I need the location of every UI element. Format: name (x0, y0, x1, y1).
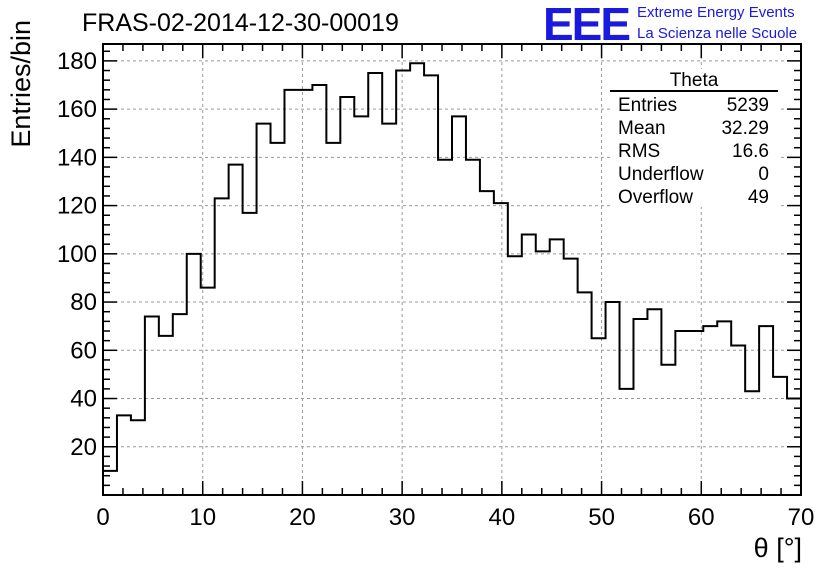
histogram-bin (620, 389, 634, 495)
eee-logo: EEE Extreme Energy Events La Scienza nel… (543, 0, 833, 50)
histogram-bin (382, 124, 396, 495)
histogram-bin (229, 165, 243, 495)
x-tick-label: 30 (389, 504, 416, 531)
histogram-bin (536, 251, 550, 495)
stats-row: Mean 32.29 (610, 117, 778, 140)
histogram-bin (298, 90, 312, 495)
histogram-bin (647, 309, 661, 495)
stats-value: 32.29 (721, 118, 769, 139)
histogram-bin (564, 259, 578, 495)
y-tick-label: 60 (70, 337, 97, 364)
y-tick-label: 80 (70, 289, 97, 316)
histogram-bin (326, 143, 340, 495)
histogram-bin (592, 338, 606, 495)
histogram-bin (340, 97, 354, 495)
histogram-bin (452, 116, 466, 495)
plot-frame (102, 43, 802, 496)
x-axis-label: θ [°] (753, 533, 802, 563)
y-tick-label: 160 (57, 96, 97, 123)
stats-row: Underflow 0 (610, 163, 778, 186)
histogram-bin (368, 73, 382, 495)
histogram-bin (410, 63, 424, 495)
stats-box-bg (610, 69, 778, 207)
histogram-bin (661, 365, 675, 495)
stats-value: 0 (758, 164, 769, 185)
logo-line-2: La Scienza nelle Scuole (637, 25, 798, 42)
histogram-bin (745, 391, 759, 495)
histogram-bin (689, 331, 703, 495)
histogram-bin (159, 336, 173, 495)
y-axis-label-wrap: Entries/bin (4, 20, 44, 180)
y-tick-label: 20 (70, 434, 97, 461)
stats-label: Entries (618, 95, 678, 116)
histogram-bin (703, 326, 717, 495)
histogram-bin (215, 198, 229, 495)
histogram-line (103, 62, 801, 472)
stats-label: RMS (618, 141, 661, 162)
histogram-bin (494, 203, 508, 495)
x-tick-label: 40 (489, 504, 516, 531)
stats-value: 49 (747, 187, 769, 208)
x-tick-label: 60 (688, 504, 715, 531)
y-tick-label: 100 (57, 241, 97, 268)
chart-title: FRAS-02-2014-12-30-00019 (82, 9, 399, 37)
stats-label: Underflow (618, 164, 704, 185)
stats-row: Overflow 49 (610, 186, 778, 209)
histogram-bin (396, 71, 410, 495)
y-tick-label: 180 (57, 48, 97, 75)
histogram-bin (717, 321, 731, 495)
histogram-bin (550, 239, 564, 495)
histogram-bin (257, 124, 271, 495)
histogram-bin (312, 85, 326, 495)
x-tick-label: 10 (189, 504, 216, 531)
stats-box: Theta Entries 5239 Mean 32.29 RMS 16.6 U… (610, 71, 778, 209)
histogram-bin (759, 326, 773, 495)
histogram-bin (271, 143, 285, 495)
histogram-bin (522, 235, 536, 495)
stats-label: Overflow (618, 187, 693, 208)
histogram-bin (606, 302, 620, 495)
x-tick-label: 70 (788, 504, 815, 531)
stats-row: RMS 16.6 (610, 140, 778, 163)
histogram-bin (438, 160, 452, 495)
histogram-bin (145, 317, 159, 495)
histogram-bin (187, 254, 201, 495)
y-tick-label: 140 (57, 144, 97, 171)
x-tick-label: 20 (289, 504, 316, 531)
histogram-bin (675, 331, 689, 495)
stats-row: Entries 5239 (610, 94, 778, 117)
histogram-bin (103, 471, 117, 495)
histogram-bin (773, 377, 787, 495)
y-tick-label: 120 (57, 193, 97, 220)
logo-mark: EEE (543, 0, 631, 50)
stats-title: Theta (669, 70, 719, 91)
histogram-bin (284, 90, 298, 495)
stats-divider (610, 90, 778, 92)
stats-value: 16.6 (732, 141, 769, 162)
histogram-bin (243, 213, 257, 495)
y-tick-label: 40 (70, 386, 97, 413)
histogram-bin (131, 420, 145, 495)
histogram-bin (201, 288, 215, 495)
histogram-bin (354, 116, 368, 495)
histogram-bin (466, 160, 480, 495)
stats-label: Mean (618, 118, 666, 139)
logo-line-1: Extreme Energy Events (637, 4, 795, 21)
histogram-bin (480, 191, 494, 495)
histogram-bin (633, 319, 647, 495)
y-axis-label: Entries/bin (6, 20, 36, 148)
histogram-bin (731, 345, 745, 495)
stats-value: 5239 (726, 95, 769, 116)
histogram-bin (117, 415, 131, 495)
histogram-bin (173, 314, 187, 495)
x-tick-label: 50 (588, 504, 615, 531)
histogram-bin (508, 256, 522, 495)
x-tick-label: 0 (96, 504, 109, 531)
histogram-bin (578, 292, 592, 495)
histogram-bin (424, 75, 438, 495)
